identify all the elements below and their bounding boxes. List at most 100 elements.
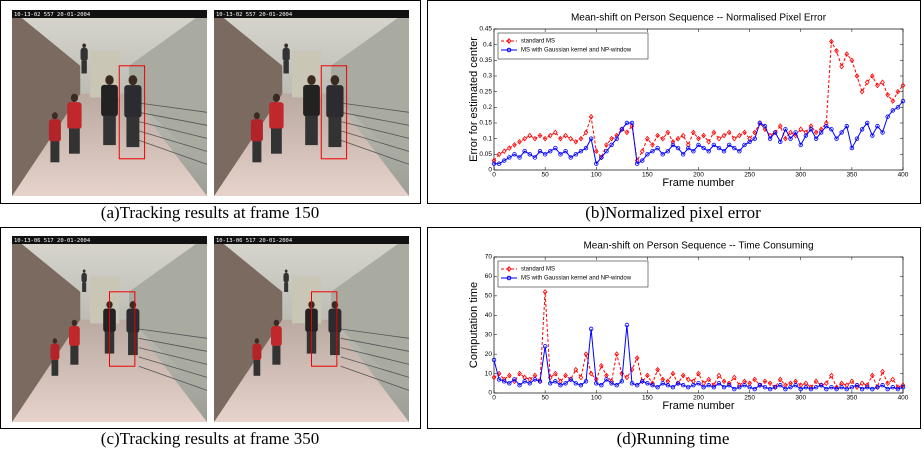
marker (507, 145, 512, 151)
panel-frame (0, 227, 421, 429)
marker (716, 145, 722, 151)
marker (542, 344, 548, 349)
marker (542, 135, 548, 142)
marker (732, 386, 737, 392)
person-head (330, 75, 340, 86)
panel-frame (427, 227, 921, 429)
marker (885, 386, 890, 392)
marker (512, 152, 517, 157)
person-legs (328, 116, 342, 148)
marker (813, 129, 819, 136)
marker (583, 351, 589, 357)
marker (890, 98, 896, 104)
person-head (51, 112, 58, 120)
marker (578, 374, 584, 381)
marker (558, 135, 563, 142)
marker (772, 129, 778, 136)
marker (685, 142, 691, 148)
marker (818, 126, 824, 133)
marker (706, 383, 711, 388)
person-legs (103, 115, 116, 146)
marker (675, 380, 681, 387)
marker (624, 120, 630, 126)
marker (655, 145, 660, 151)
caption: (d)Running time (617, 429, 730, 448)
marker (491, 374, 497, 381)
marker (721, 384, 727, 390)
x-tick-label: 100 (591, 172, 602, 179)
x-tick-label: 100 (591, 395, 602, 402)
rail (340, 365, 410, 391)
legend-label: MS with Gaussian kernel and NP-window (521, 48, 632, 54)
marker (599, 362, 604, 369)
marker (573, 138, 579, 145)
marker (890, 108, 895, 113)
marker (706, 376, 712, 383)
marker (834, 136, 839, 141)
marker (752, 136, 757, 141)
marker (594, 161, 599, 166)
rail (138, 356, 208, 378)
marker (640, 379, 645, 384)
marker (747, 384, 752, 390)
legend-label: standard MS (521, 39, 555, 45)
legend-marker (506, 275, 512, 281)
person-legs (70, 345, 79, 365)
y-tick-label: 20 (485, 351, 493, 358)
marker (512, 142, 517, 148)
marker (721, 148, 727, 154)
marker (762, 384, 768, 390)
marker (670, 138, 676, 145)
person-body (126, 308, 140, 333)
person-body (328, 308, 342, 333)
y-tick-label: 0 (488, 167, 492, 174)
person-body (303, 84, 320, 117)
marker (726, 129, 732, 136)
marker (829, 127, 834, 132)
marker (691, 148, 696, 154)
marker (686, 145, 691, 151)
marker (885, 114, 890, 119)
marker (757, 383, 763, 388)
marker (593, 148, 599, 155)
marker (542, 289, 548, 295)
person-body (48, 119, 61, 142)
y-tick-label: 0.35 (479, 57, 492, 64)
marker (808, 386, 814, 392)
marker (553, 379, 558, 384)
marker (813, 384, 819, 390)
marker (675, 135, 681, 142)
person-head (52, 338, 58, 344)
marker (660, 381, 665, 386)
x-tick-label: 400 (898, 172, 909, 179)
marker (532, 155, 538, 160)
marker (614, 136, 619, 141)
person-body (50, 343, 60, 361)
person-legs (51, 360, 59, 376)
marker (507, 381, 512, 386)
marker (609, 135, 614, 142)
marker (742, 383, 747, 388)
marker (895, 88, 901, 95)
person-head (128, 75, 138, 86)
marker (870, 372, 875, 379)
marker (696, 142, 701, 148)
marker (859, 127, 865, 132)
marker (563, 148, 568, 154)
person-legs (284, 282, 289, 292)
x-tick-label: 350 (846, 172, 857, 179)
marker (721, 132, 727, 139)
marker (588, 136, 594, 141)
stamp-strip (214, 236, 409, 244)
marker (747, 135, 752, 142)
marker (573, 152, 578, 157)
marker (573, 366, 579, 373)
x-tick-label: 300 (795, 395, 806, 402)
marker (890, 384, 895, 390)
marker (680, 132, 686, 139)
marker (639, 148, 645, 155)
marker (803, 133, 809, 138)
marker (532, 135, 538, 142)
marker (813, 136, 819, 141)
marker (767, 386, 773, 392)
